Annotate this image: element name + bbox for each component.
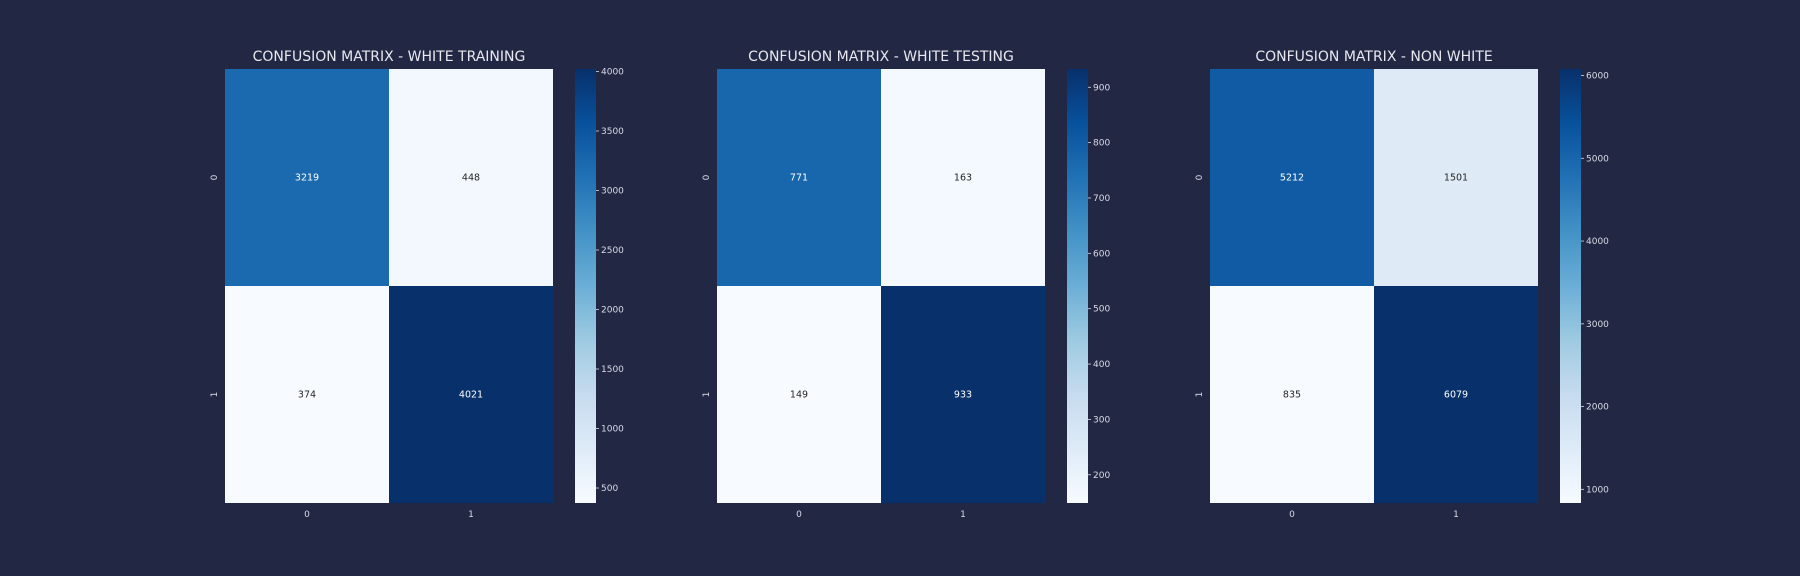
y-tick-label: 1	[1195, 392, 1205, 398]
colorbar-tick-label: 4000	[1586, 237, 1609, 247]
confusion-matrix-panel-2: CONFUSION MATRIX - NON WHITE 5212 1501 835 6…	[1195, 49, 1609, 520]
cell-value-label: 933	[954, 390, 972, 401]
heatmap-cell	[717, 286, 881, 503]
chart-title: CONFUSION MATRIX - WHITE TESTING	[748, 49, 1014, 65]
colorbar-tick-label: 200	[1093, 471, 1110, 481]
colorbar-tick-label: 700	[1093, 194, 1110, 204]
cell-value-label: 374	[298, 390, 316, 401]
cell-value-label: 835	[1283, 390, 1301, 401]
colorbar	[1560, 69, 1581, 503]
heatmap-cell	[881, 286, 1045, 503]
heatmap-cell	[1374, 69, 1538, 286]
cell-value-label: 1501	[1444, 173, 1468, 184]
heatmap-cell	[881, 69, 1045, 286]
x-tick-label: 0	[1289, 510, 1295, 520]
y-tick-label: 1	[210, 392, 220, 398]
colorbar-tick-label: 400	[1093, 360, 1110, 370]
cell-value-label: 448	[462, 173, 480, 184]
colorbar-tick-label: 1000	[1586, 485, 1609, 495]
colorbar-tick-label: 1000	[601, 425, 624, 435]
y-tick-label: 0	[210, 174, 220, 180]
colorbar-tick-label: 600	[1093, 249, 1110, 259]
x-tick-label: 0	[796, 510, 802, 520]
heatmap-cell	[225, 286, 389, 503]
heatmap-cell	[225, 69, 389, 286]
colorbar-tick-label: 5000	[1586, 154, 1609, 164]
colorbar-tick-label: 3500	[601, 127, 624, 137]
heatmap-cell	[1374, 286, 1538, 503]
colorbar-tick-label: 900	[1093, 83, 1110, 93]
heatmap-cell	[1210, 69, 1374, 286]
cell-value-label: 149	[790, 390, 808, 401]
heatmap-cell	[389, 69, 553, 286]
confusion-matrix-panel-0: CONFUSION MATRIX - WHITE TRAINING 3219 448…	[210, 49, 624, 520]
colorbar-tick-label: 500	[601, 484, 618, 494]
colorbar-tick-label: 3000	[1586, 320, 1609, 330]
colorbar-tick-label: 6000	[1586, 72, 1609, 82]
cell-value-label: 3219	[295, 173, 319, 184]
y-tick-label: 0	[1195, 174, 1205, 180]
x-tick-label: 1	[468, 510, 474, 520]
colorbar-tick-label: 1500	[601, 365, 624, 375]
colorbar-tick-label: 300	[1093, 415, 1110, 425]
y-tick-label: 1	[702, 392, 712, 398]
x-tick-label: 1	[960, 510, 966, 520]
colorbar-tick-label: 3000	[601, 187, 624, 197]
colorbar	[575, 69, 596, 503]
cell-value-label: 5212	[1280, 173, 1304, 184]
colorbar	[1067, 69, 1088, 503]
heatmap-cell	[717, 69, 881, 286]
cell-value-label: 6079	[1444, 390, 1468, 401]
colorbar-tick-label: 500	[1093, 305, 1110, 315]
cell-value-label: 163	[954, 173, 972, 184]
x-tick-label: 1	[1453, 510, 1459, 520]
colorbar-tick-label: 2500	[601, 246, 624, 256]
heatmap-cell	[1210, 286, 1374, 503]
colorbar-tick-label: 4000	[601, 67, 624, 77]
chart-title: CONFUSION MATRIX - WHITE TRAINING	[253, 49, 526, 65]
x-tick-label: 0	[304, 510, 310, 520]
colorbar-tick-label: 2000	[601, 306, 624, 316]
y-tick-label: 0	[702, 174, 712, 180]
colorbar-tick-label: 2000	[1586, 403, 1609, 413]
heatmap-cell	[389, 286, 553, 503]
cell-value-label: 4021	[459, 390, 483, 401]
chart-title: CONFUSION MATRIX - NON WHITE	[1255, 49, 1492, 65]
cell-value-label: 771	[790, 173, 808, 184]
colorbar-tick-label: 800	[1093, 139, 1110, 149]
